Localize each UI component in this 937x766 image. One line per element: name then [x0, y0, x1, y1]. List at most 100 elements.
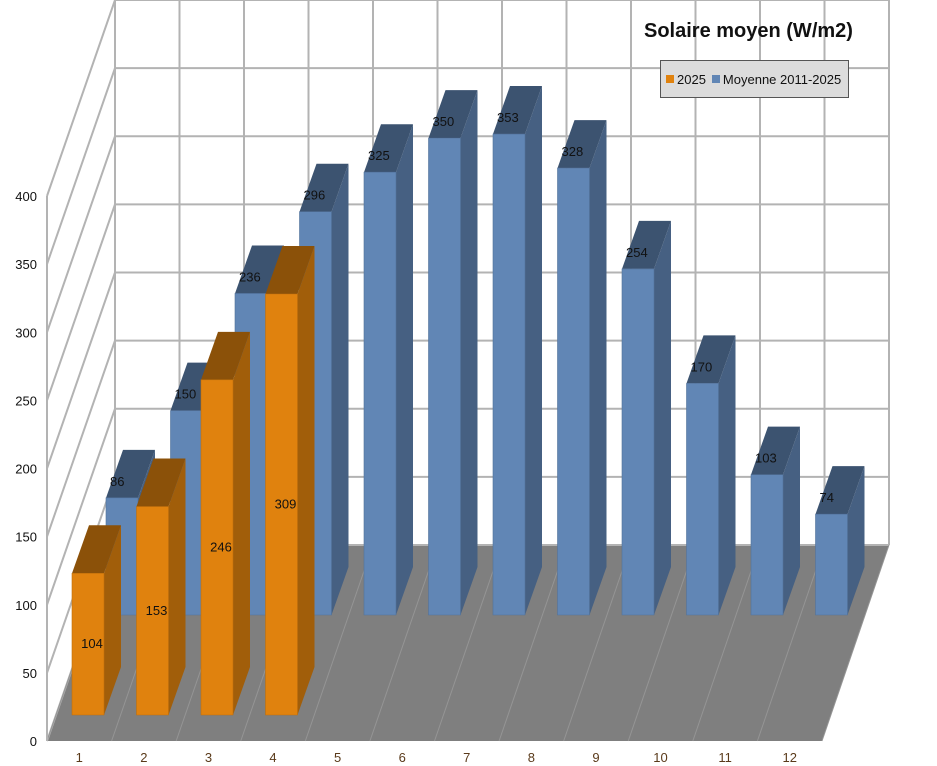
- bar-moyenne-top: [493, 86, 542, 135]
- bar-moyenne-top: [557, 120, 607, 169]
- data-label-moyenne: 236: [239, 269, 261, 284]
- floor-line: [756, 544, 825, 742]
- floor-line: [434, 544, 503, 742]
- bar-moyenne-top: [686, 335, 736, 384]
- legend-item-2025: 2025: [666, 72, 706, 87]
- x-tick-label: 2: [140, 750, 147, 765]
- y-tick-label: 400: [15, 189, 37, 204]
- bar-2025-side: [233, 331, 250, 715]
- data-label-moyenne: 74: [820, 490, 834, 505]
- bar-moyenne-front: [557, 167, 590, 616]
- bar-moyenne-front: [492, 133, 526, 616]
- legend-label-2025: 2025: [677, 71, 706, 87]
- gridline-side: [46, 340, 116, 537]
- y-tick-label: 100: [15, 598, 37, 613]
- y-tick-label: 250: [15, 393, 37, 408]
- bar-moyenne-side: [847, 466, 865, 615]
- data-label-2025: 309: [275, 496, 297, 511]
- data-label-moyenne: 86: [110, 474, 124, 489]
- legend-swatch-2025: [666, 75, 674, 83]
- gridline-side: [46, 0, 116, 197]
- bar-2025-side: [104, 525, 121, 715]
- floor-line: [627, 544, 696, 742]
- bar-moyenne-side: [525, 86, 542, 616]
- y-tick-label: 350: [15, 257, 37, 272]
- bar-2025-top: [72, 525, 121, 574]
- data-label-moyenne: 170: [691, 359, 713, 374]
- bar-moyenne-front: [363, 171, 397, 616]
- chart-bars: [71, 86, 865, 716]
- data-label-moyenne: 353: [497, 110, 519, 125]
- legend-label-moyenne: Moyenne 2011-2025: [722, 71, 842, 87]
- bar-2025-side: [297, 245, 315, 716]
- data-label-moyenne: 150: [175, 387, 197, 402]
- bar-moyenne-top: [751, 426, 800, 475]
- y-tick-label: 0: [30, 734, 37, 749]
- legend-item-moyenne: Moyenne 2011-2025: [711, 71, 842, 87]
- floor-line: [692, 544, 761, 742]
- gridline-side: [46, 204, 116, 401]
- y-tick-label: 200: [15, 462, 37, 477]
- x-tick-label: 8: [528, 750, 535, 765]
- floor-line: [304, 544, 374, 742]
- data-label-moyenne: 350: [433, 114, 455, 129]
- gridline-side: [46, 135, 116, 333]
- x-tick-label: 6: [399, 750, 406, 765]
- bar-2025-top: [201, 331, 250, 380]
- bar-2025-front: [136, 506, 169, 716]
- y-tick-label: 300: [15, 325, 37, 340]
- bar-moyenne-side: [396, 124, 413, 615]
- bar-moyenne-front: [621, 268, 655, 616]
- data-label-moyenne: 328: [562, 144, 584, 159]
- bar-2025-top: [136, 458, 186, 507]
- x-tick-label: 5: [334, 750, 341, 765]
- bar-2025-front: [71, 572, 105, 716]
- data-label-moyenne: 254: [626, 245, 648, 260]
- bar-moyenne-top: [815, 466, 865, 515]
- bar-2025-front: [265, 293, 298, 716]
- bar-moyenne-front: [750, 474, 784, 616]
- gridline-side: [46, 272, 116, 469]
- x-tick-label: 1: [76, 750, 83, 765]
- bar-moyenne-top: [106, 449, 155, 498]
- bar-moyenne-top: [299, 163, 349, 212]
- x-tick-label: 7: [463, 750, 470, 765]
- bar-moyenne-side: [460, 90, 478, 615]
- bar-moyenne-front: [428, 137, 461, 616]
- gridline-side: [46, 408, 116, 606]
- bar-2025-front: [200, 379, 234, 716]
- bar-moyenne-front: [686, 383, 719, 616]
- bar-moyenne-side: [589, 120, 607, 615]
- bar-moyenne-top: [428, 90, 478, 139]
- floor-line: [563, 544, 632, 742]
- bar-moyenne-side: [654, 220, 671, 616]
- floor-line: [821, 544, 890, 742]
- bar-moyenne-side: [331, 163, 349, 615]
- data-label-moyenne: 103: [755, 451, 777, 466]
- bar-moyenne-top: [622, 220, 671, 269]
- floor-line: [498, 544, 567, 742]
- x-tick-label: 10: [653, 750, 667, 765]
- data-label-moyenne: 296: [304, 188, 326, 203]
- x-tick-label: 9: [592, 750, 599, 765]
- y-tick-label: 150: [15, 530, 37, 545]
- chart-legend: 2025 Moyenne 2011-2025: [660, 60, 849, 98]
- data-label-2025: 153: [146, 603, 168, 618]
- x-tick-label: 4: [269, 750, 276, 765]
- y-tick-label: 50: [23, 666, 37, 681]
- floor-line: [369, 544, 438, 742]
- legend-swatch-moyenne: [711, 75, 720, 83]
- bar-2025-top: [265, 245, 315, 294]
- gridline-side: [46, 67, 116, 265]
- chart-title: Solaire moyen (W/m2): [644, 20, 853, 42]
- bar-moyenne-side: [718, 335, 736, 615]
- bar-moyenne-top: [364, 124, 413, 173]
- bar-moyenne-front: [815, 513, 848, 616]
- x-tick-label: 3: [205, 750, 212, 765]
- bar-2025-side: [168, 458, 186, 715]
- bar-moyenne-top: [235, 245, 284, 294]
- data-label-2025: 104: [81, 636, 103, 651]
- x-tick-label: 11: [718, 750, 732, 765]
